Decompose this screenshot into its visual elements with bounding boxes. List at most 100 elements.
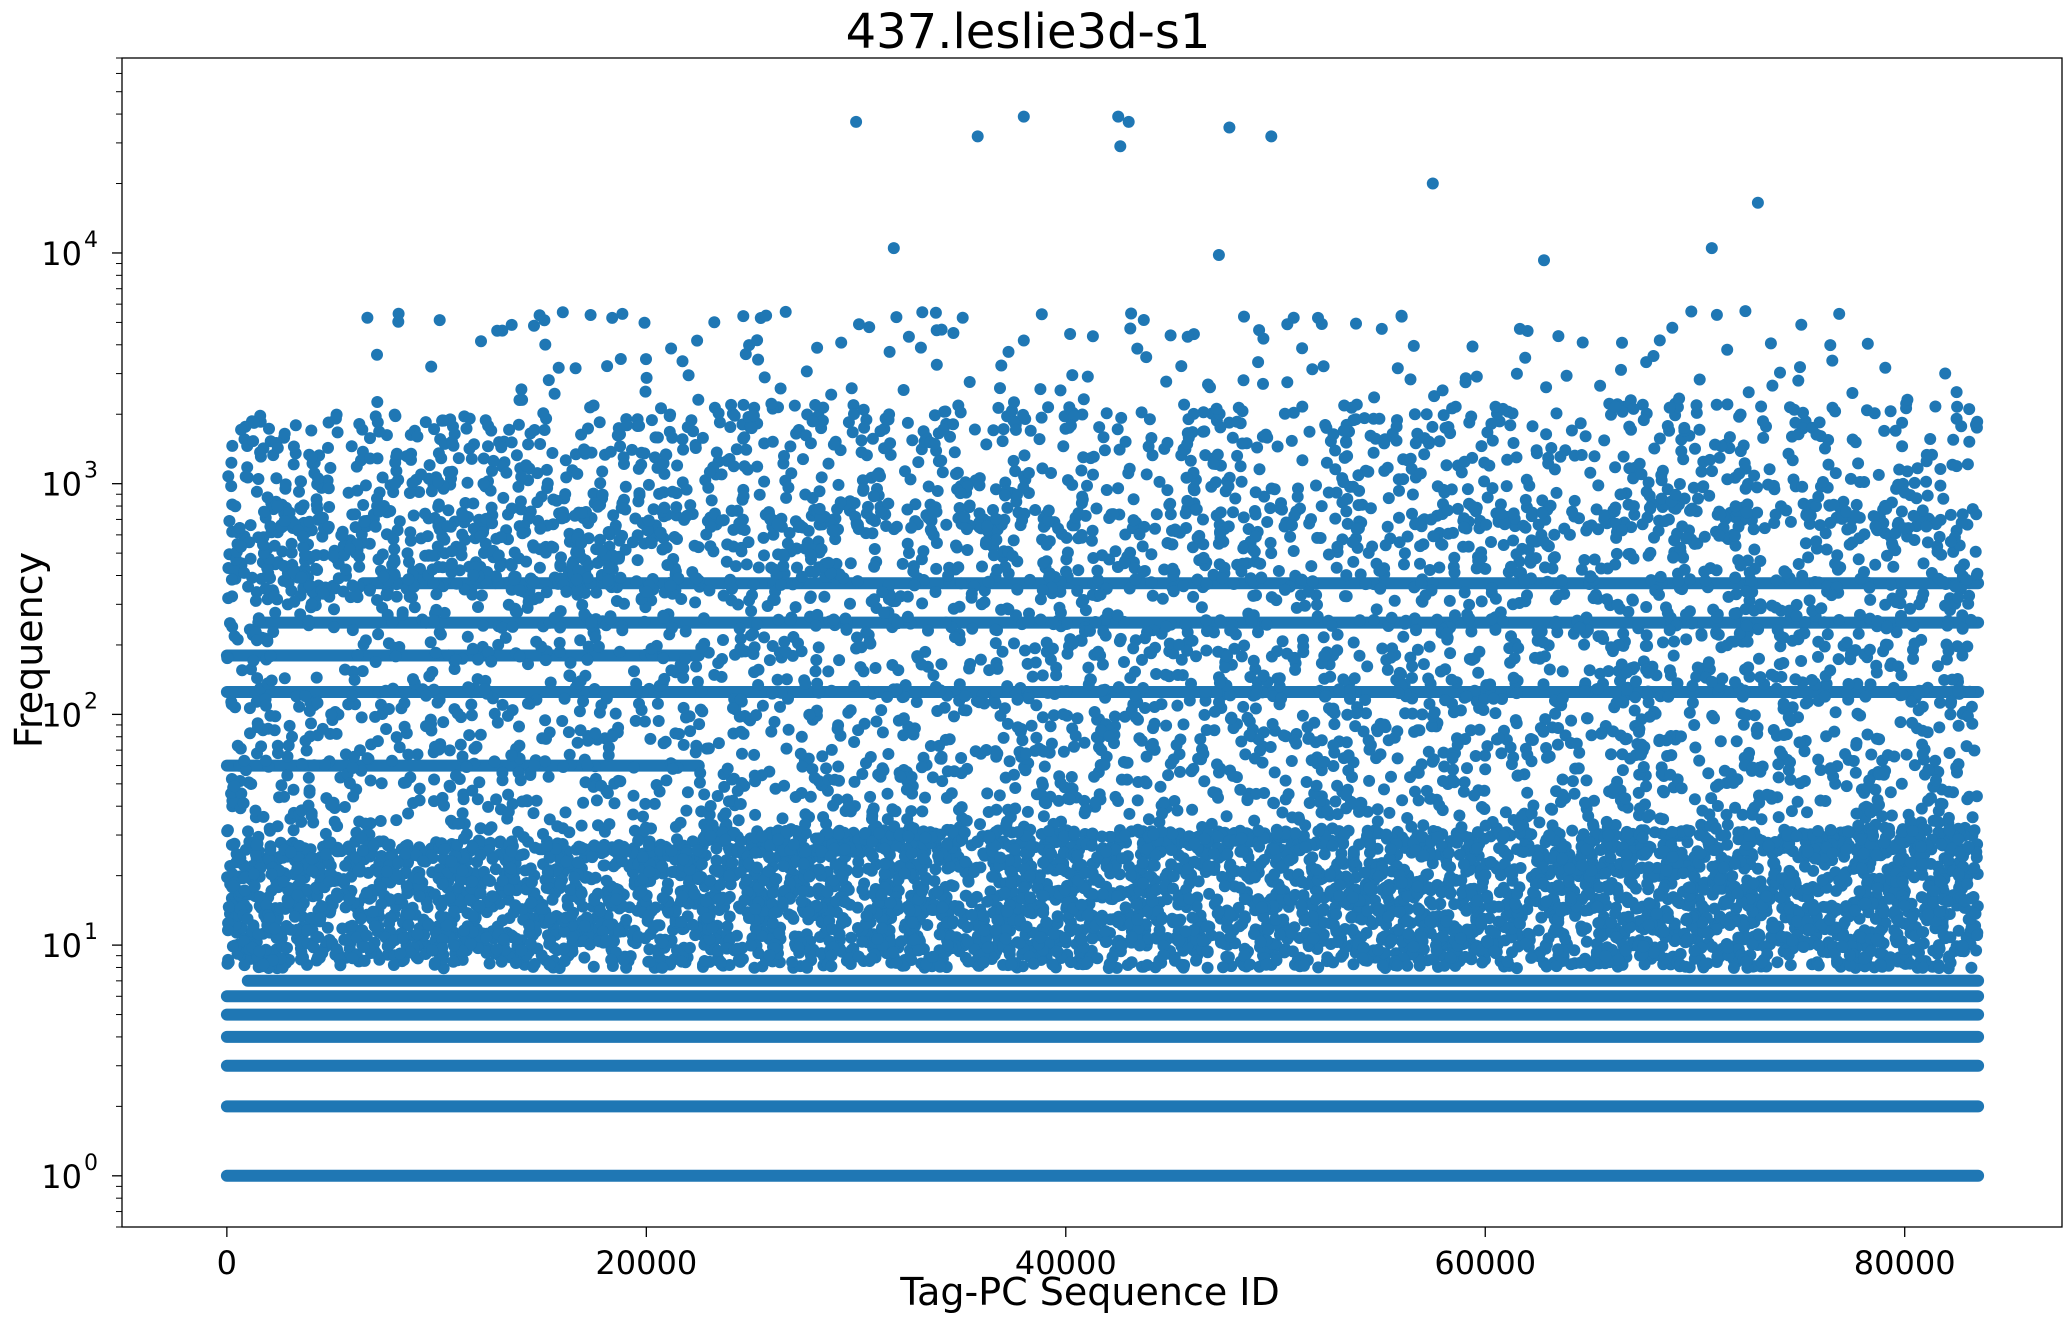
data-point	[1166, 538, 1178, 550]
data-point	[238, 686, 250, 698]
data-point	[1727, 777, 1739, 789]
data-point	[1237, 701, 1249, 713]
data-point	[1436, 539, 1448, 551]
data-point	[402, 808, 414, 820]
data-point	[1965, 962, 1977, 974]
data-point	[1841, 780, 1853, 792]
data-point	[435, 629, 447, 641]
data-point	[1101, 484, 1113, 496]
data-point	[1329, 796, 1341, 808]
data-point	[848, 736, 860, 748]
data-point	[862, 501, 874, 513]
data-point	[897, 558, 909, 570]
data-point	[1196, 601, 1208, 613]
data-point	[1097, 659, 1109, 671]
data-point	[1331, 562, 1343, 574]
data-point	[597, 489, 609, 501]
data-point	[1668, 636, 1680, 648]
data-point	[856, 434, 868, 446]
data-point	[832, 761, 844, 773]
data-point	[639, 616, 651, 628]
data-point	[1229, 493, 1241, 505]
data-point	[356, 711, 368, 723]
data-point	[748, 579, 760, 591]
data-point	[833, 654, 845, 666]
data-point	[1934, 697, 1946, 709]
data-point	[1638, 414, 1650, 426]
data-point	[1391, 435, 1403, 447]
data-point	[698, 612, 710, 624]
data-point	[1721, 398, 1733, 410]
data-point	[563, 726, 575, 738]
data-point	[430, 588, 442, 600]
data-point	[1963, 403, 1975, 415]
data-point	[467, 643, 479, 655]
data-point	[741, 558, 753, 570]
data-point	[1548, 552, 1560, 564]
data-point	[1824, 517, 1836, 529]
data-point	[1833, 614, 1845, 626]
data-point	[1916, 803, 1928, 815]
data-point	[1920, 521, 1932, 533]
data-point	[797, 453, 809, 465]
data-point	[1214, 614, 1226, 626]
data-point	[1901, 749, 1913, 761]
data-point	[1711, 564, 1723, 576]
data-point	[352, 649, 364, 661]
data-point	[919, 792, 931, 804]
data-point	[477, 620, 489, 632]
data-point	[724, 421, 736, 433]
data-point	[1824, 664, 1836, 676]
data-point	[1851, 499, 1863, 511]
data-point	[1033, 743, 1045, 755]
data-point	[1448, 552, 1460, 564]
data-point	[1944, 747, 1956, 759]
data-point	[1544, 750, 1556, 762]
data-point	[1383, 807, 1395, 819]
data-point	[678, 739, 690, 751]
data-point	[667, 486, 679, 498]
data-point	[813, 641, 825, 653]
data-point	[339, 801, 351, 813]
data-point	[594, 477, 606, 489]
data-point	[983, 576, 995, 588]
data-point	[1694, 424, 1706, 436]
data-point	[1008, 637, 1020, 649]
data-point	[740, 444, 752, 456]
data-point	[1904, 603, 1916, 615]
data-point	[1042, 401, 1054, 413]
data-point	[1349, 720, 1361, 732]
data-point	[1389, 595, 1401, 607]
data-point	[1035, 614, 1047, 626]
data-point	[1343, 749, 1355, 761]
data-point	[222, 924, 234, 936]
data-point	[1567, 775, 1579, 787]
data-point	[1410, 624, 1422, 636]
data-point	[735, 798, 747, 810]
data-point	[738, 490, 750, 502]
data-point	[1693, 755, 1705, 767]
data-point	[1885, 405, 1897, 417]
data-point	[1141, 468, 1153, 480]
data-point	[389, 478, 401, 490]
data-point	[870, 662, 882, 674]
data-point	[1465, 626, 1477, 638]
data-point	[229, 500, 241, 512]
data-point	[1896, 440, 1908, 452]
data-point	[1396, 794, 1408, 806]
data-point	[513, 740, 525, 752]
data-point	[1383, 492, 1395, 504]
data-point	[335, 529, 347, 541]
data-point	[916, 761, 928, 773]
data-point	[1463, 417, 1475, 429]
data-point	[1689, 793, 1701, 805]
data-point	[1426, 421, 1438, 433]
data-point	[1688, 719, 1700, 731]
data-point	[1578, 554, 1590, 566]
data-point	[1037, 669, 1049, 681]
data-point	[536, 903, 548, 915]
data-point	[1584, 467, 1596, 479]
data-point	[1160, 720, 1172, 732]
data-point	[1648, 443, 1660, 455]
data-point	[1168, 753, 1180, 765]
